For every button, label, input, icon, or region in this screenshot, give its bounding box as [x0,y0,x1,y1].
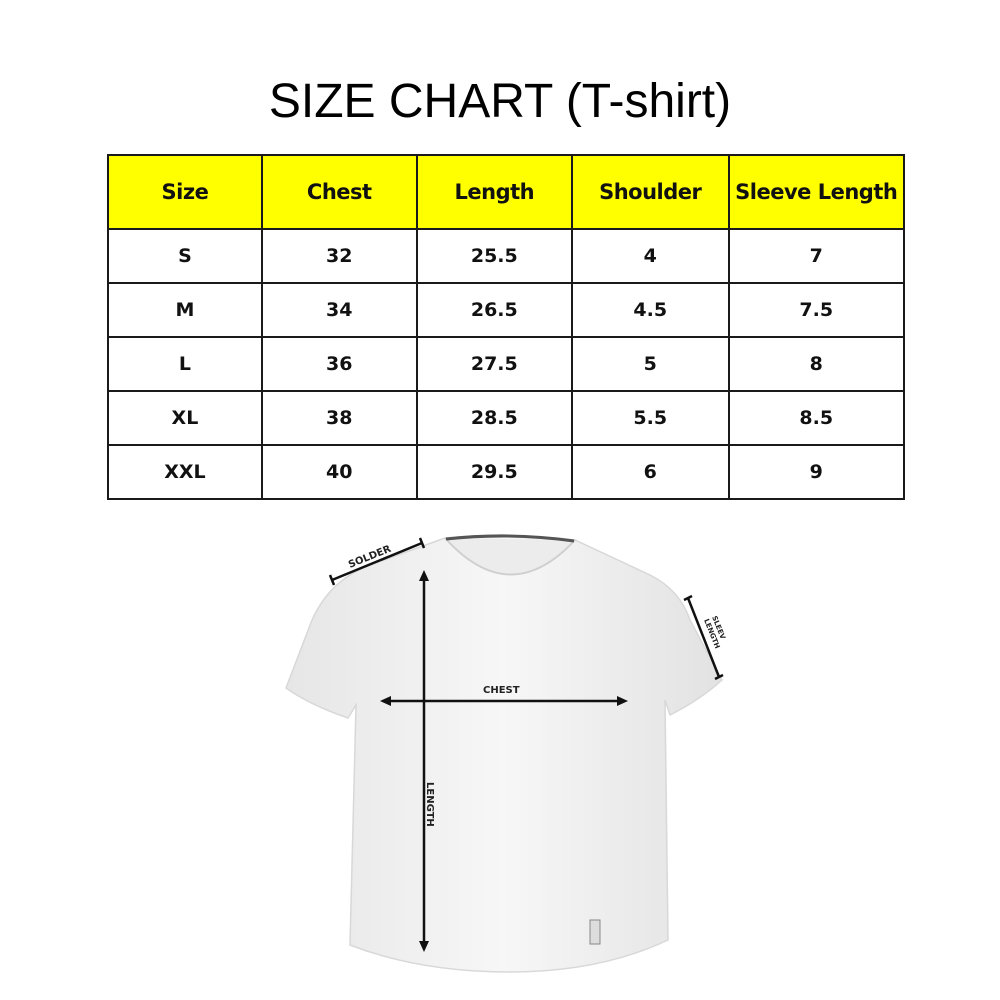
collar [444,537,576,576]
table-cell: 29.5 [415,444,574,500]
shoulder-measure [328,537,426,586]
header-cell: Chest [260,154,418,230]
brand-tag [589,919,601,945]
table-cell: 36 [260,336,418,392]
table-cell: 5.5 [571,390,730,446]
table-cell: 4 [571,228,730,284]
chest-label: CHEST [483,685,520,696]
table-row: S 32 25.5 4 7 [107,228,906,284]
chest-arrow [380,696,628,706]
table-cell: L [107,336,263,392]
table-cell: 8 [727,336,906,392]
table-cell: 8.5 [727,390,906,446]
header-cell: Size [107,154,263,230]
table-cell: 40 [260,444,418,500]
page-title: SIZE CHART (T-shirt) [268,75,732,128]
table-row: XXL 40 29.5 6 9 [107,444,906,500]
table-cell: XL [107,390,263,446]
table-cell: 7 [727,228,906,284]
table-header-row: Size Chest Length Shoulder Sleeve Length [107,154,906,230]
table-cell: 32 [260,228,418,284]
length-arrow [419,570,429,952]
table-cell: 34 [260,282,418,338]
table-cell: 26.5 [415,282,574,338]
tshirt-shape [285,534,723,973]
header-cell: Shoulder [571,154,730,230]
table-cell: 28.5 [415,390,574,446]
length-label: LENGTH [424,782,435,827]
table-cell: 4.5 [571,282,730,338]
table-cell: 38 [260,390,418,446]
table-row: XL 38 28.5 5.5 8.5 [107,390,906,446]
table-cell: XXL [107,444,263,500]
table-row: L 36 27.5 5 8 [107,336,906,392]
table-cell: 25.5 [415,228,574,284]
table-cell: 7.5 [727,282,906,338]
table-row: M 34 26.5 4.5 7.5 [107,282,906,338]
table-cell: 9 [727,444,906,500]
sleeve-measure [683,594,724,681]
size-table: Size Chest Length Shoulder Sleeve Length… [107,154,906,500]
table-cell: 5 [571,336,730,392]
table-cell: S [107,228,263,284]
table-cell: 27.5 [415,336,574,392]
header-cell: Sleeve Length [727,154,906,230]
header-cell: Length [415,154,574,230]
table-cell: 6 [571,444,730,500]
table-cell: M [107,282,263,338]
